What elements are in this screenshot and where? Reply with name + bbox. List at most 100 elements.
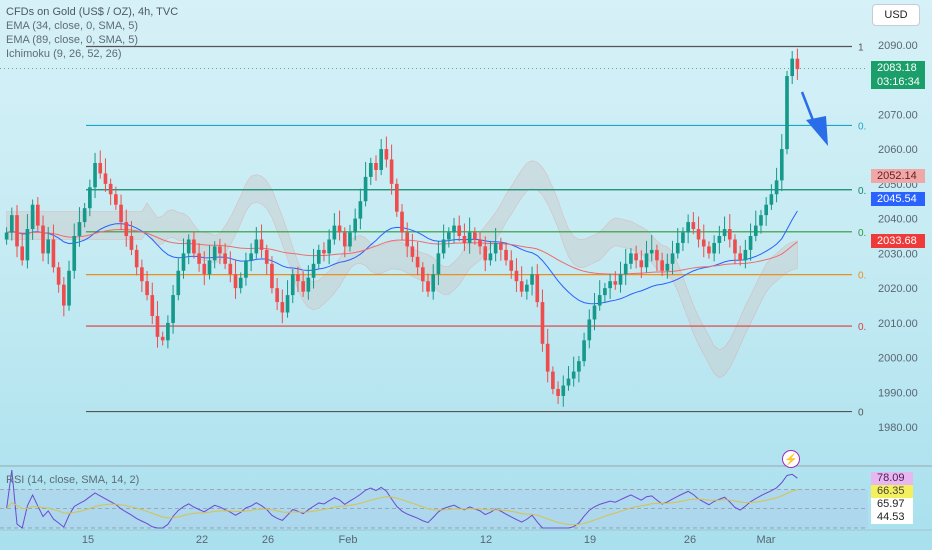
candle-body (452, 225, 456, 233)
candle-body (160, 336, 165, 341)
indicator-ema89[interactable]: EMA (89, close, 0, SMA, 5) (6, 34, 139, 46)
candle-body (363, 176, 368, 202)
candle-body (140, 267, 144, 282)
candle-body (665, 263, 670, 271)
candle-body (41, 225, 45, 254)
candle-body (394, 183, 399, 212)
y-tick-label: 1990.00 (878, 387, 918, 399)
candle-body (478, 239, 482, 247)
candle-body (82, 208, 87, 223)
candle-body (795, 58, 800, 70)
candle-body (639, 260, 644, 268)
candle-body (540, 302, 545, 344)
symbol-title[interactable]: CFDs on Gold (US$ / OZ), 4h, TVC (6, 6, 179, 18)
candle-body (207, 260, 212, 275)
candle-body (519, 281, 524, 292)
candle-body (597, 295, 602, 306)
candle-body (535, 274, 540, 303)
candle-body (228, 263, 233, 275)
lightning-icon[interactable]: ⚡ (782, 450, 800, 468)
candle-body (577, 361, 581, 372)
candle-body (155, 315, 160, 337)
candle-body (233, 274, 238, 289)
candle-body (686, 222, 690, 233)
candle-body (270, 263, 274, 289)
currency-button[interactable]: USD (872, 4, 920, 26)
candle-body (62, 284, 66, 306)
indicator-ichimoku[interactable]: Ichimoku (9, 26, 52, 26) (6, 48, 122, 60)
candle-body (467, 232, 472, 243)
candle-body (67, 270, 71, 306)
candle-body (675, 242, 680, 254)
candle-body (290, 274, 295, 296)
candle-body (691, 222, 696, 230)
candle-body (285, 295, 290, 313)
candle-body (374, 162, 378, 170)
candle-body (176, 270, 181, 296)
price-tag: 2045.54 (871, 192, 925, 207)
ichimoku-cloud (6, 160, 798, 379)
candle-body (426, 281, 430, 292)
candle-body (603, 288, 607, 296)
candle-body (311, 263, 316, 278)
candle-body (608, 281, 612, 289)
candle-body (655, 249, 659, 261)
candle-body (119, 204, 123, 223)
candle-body (218, 246, 222, 254)
candle-body (551, 371, 555, 389)
candle-body (727, 229, 732, 240)
price-tag: 2083.18 03:16:34 (871, 61, 925, 90)
candle-body (51, 239, 56, 268)
candle-body (441, 239, 446, 254)
y-tick-label: 2020.00 (878, 283, 918, 295)
candle-body (592, 305, 597, 320)
candle-body (525, 284, 529, 292)
candle-body (733, 239, 737, 254)
y-tick-label: 1980.00 (878, 422, 918, 434)
candle-body (4, 232, 9, 240)
rsi-value-tag: 66.35 (871, 485, 913, 498)
candle-body (88, 187, 92, 209)
candle-body (145, 281, 149, 296)
indicator-ema34[interactable]: EMA (34, close, 0, SMA, 5) (6, 20, 139, 32)
candle-body (790, 58, 795, 77)
candle-body (259, 239, 264, 250)
x-tick-label: 19 (584, 534, 596, 546)
candle-body (514, 270, 519, 282)
candle-body (545, 343, 550, 372)
candle-body (192, 239, 196, 254)
candle-body (447, 232, 451, 240)
candle-body (358, 201, 363, 219)
candle-body (431, 274, 436, 292)
candle-body (337, 225, 342, 233)
candle-body (493, 242, 498, 254)
candle-body (368, 162, 373, 177)
fib-label: 1 (858, 43, 864, 54)
candle-body (20, 246, 25, 261)
rsi-value-tag: 44.53 (871, 511, 913, 524)
candle-body (764, 204, 769, 216)
candle-body (35, 204, 40, 226)
candle-body (738, 253, 742, 261)
y-tick-label: 2040.00 (878, 214, 918, 226)
candle-body (301, 281, 305, 292)
candle-body (509, 260, 514, 271)
candle-body (499, 242, 503, 250)
candle-body (108, 183, 113, 195)
candle-body (77, 222, 82, 236)
candle-body (249, 253, 253, 261)
candle-body (473, 232, 477, 240)
candle-body (530, 274, 534, 285)
x-tick-label: 22 (196, 534, 208, 546)
y-tick-label: 2090.00 (878, 40, 918, 52)
candle-body (296, 274, 300, 282)
candle-body (56, 267, 61, 285)
candle-body (129, 236, 134, 250)
candle-body (696, 229, 701, 240)
candle-body (571, 371, 576, 379)
rsi-legend[interactable]: RSI (14, close, SMA, 14, 2) (6, 474, 140, 486)
candle-body (212, 246, 217, 261)
candle-body (93, 162, 97, 188)
countdown-label: 03:16:34 (877, 76, 920, 89)
